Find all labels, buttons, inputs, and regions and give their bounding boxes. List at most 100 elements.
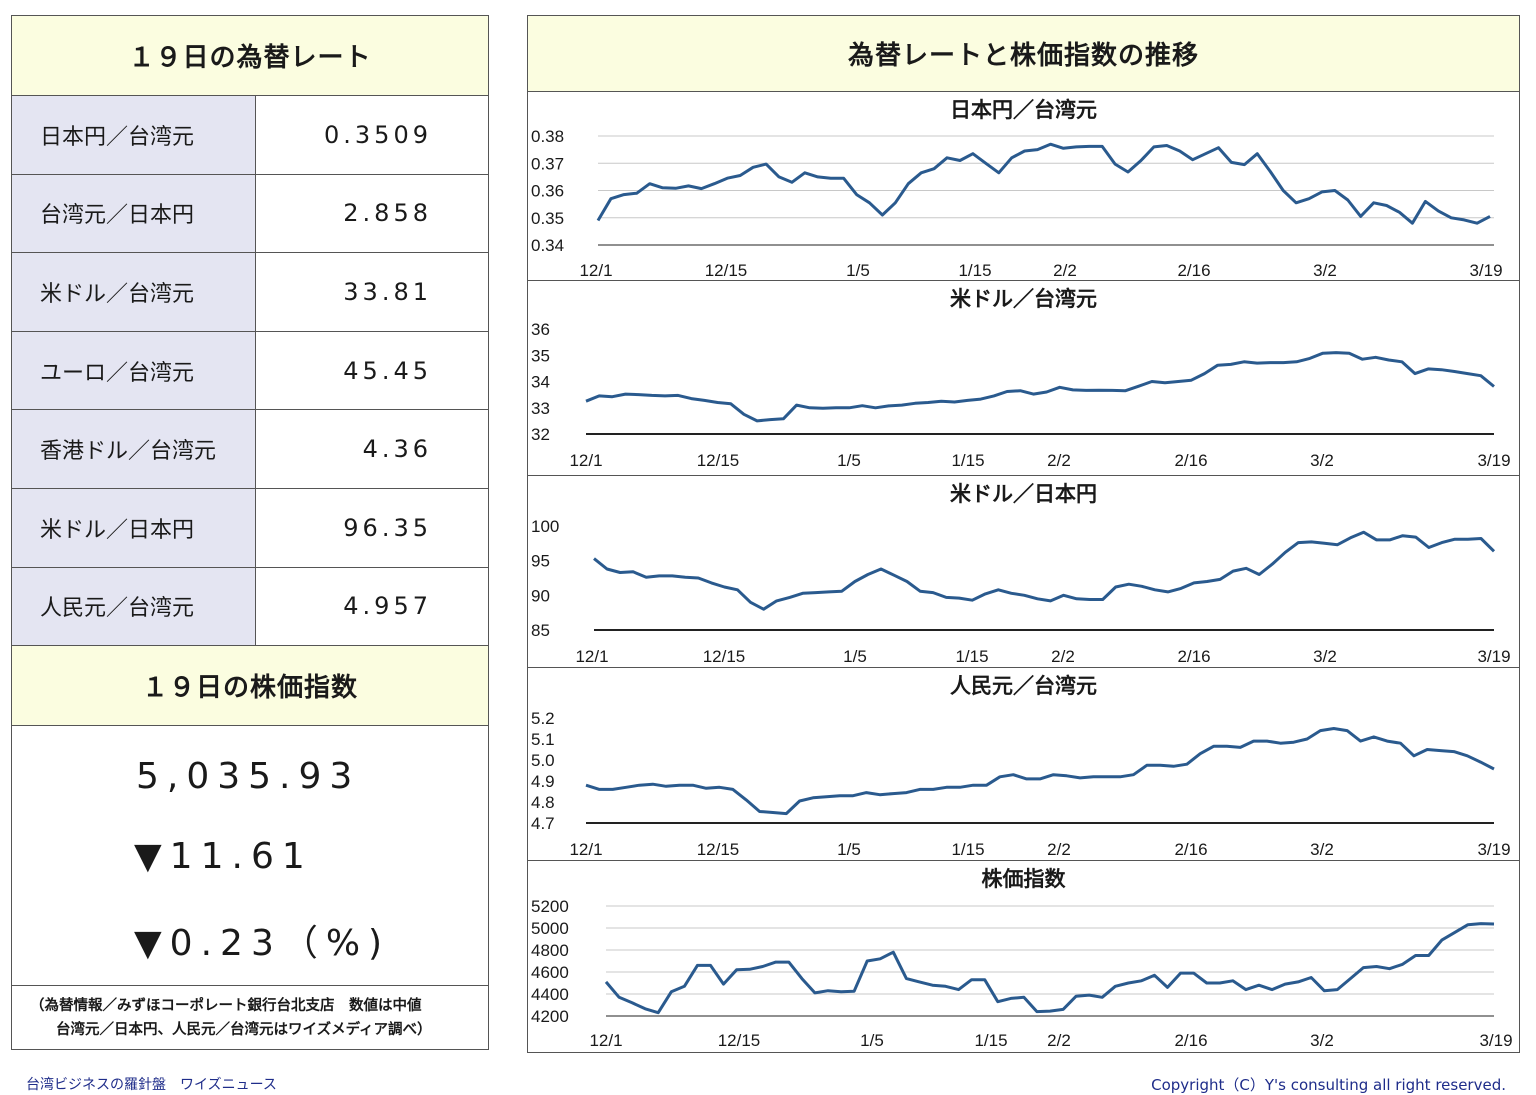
stock-change-percent: ▼0.23（%) bbox=[134, 923, 391, 964]
chart-usd-twd: 米ドル／台湾元 36 35 34 33 32 12/1 12/15 1/5 1/15 2/2 2/1… bbox=[528, 281, 1519, 476]
chart-usd-twd-plot: 36 35 34 33 32 12/1 12/15 1/5 1/15 2/2 2/16 3/2 3/19 bbox=[531, 320, 1511, 470]
left-panel: １９日の為替レート 日本円／台湾元 0.3509 台湾元／日本円 2.858 米… bbox=[11, 15, 489, 1050]
chart-title: 米ドル／台湾元 bbox=[950, 287, 1097, 311]
x-tick-label: 1/5 bbox=[837, 840, 861, 859]
source-note-line2: 台湾元／日本円、人民元／台湾元はワイズメディア調べ） bbox=[56, 1022, 432, 1038]
x-tick-label: 3/2 bbox=[1310, 1031, 1334, 1050]
rate-value: 2.858 bbox=[343, 199, 432, 228]
y-tick-label: 35 bbox=[531, 346, 550, 365]
footer-copyright: Copyright（C）Y's consulting all right res… bbox=[1151, 1076, 1506, 1094]
y-tick-label: 4.7 bbox=[531, 814, 555, 833]
y-tick-label: 5200 bbox=[531, 897, 569, 916]
x-tick-label: 3/19 bbox=[1477, 647, 1510, 666]
x-tick-label: 2/16 bbox=[1174, 451, 1207, 470]
y-tick-label: 90 bbox=[531, 586, 550, 605]
y-tick-label: 0.34 bbox=[531, 236, 564, 255]
y-tick-label: 4200 bbox=[531, 1007, 569, 1026]
rate-label: ユーロ／台湾元 bbox=[12, 331, 256, 410]
x-tick-label: 2/2 bbox=[1051, 647, 1075, 666]
chart-stock-index-plot: 5200 5000 4800 4600 4400 4200 12/1 12/15 1/5 1/15… bbox=[531, 897, 1513, 1050]
x-tick-label: 3/2 bbox=[1310, 840, 1334, 859]
x-tick-label: 2/2 bbox=[1047, 451, 1071, 470]
stock-index-value: 5,035.93 bbox=[136, 756, 361, 797]
x-tick-label: 1/5 bbox=[860, 1031, 884, 1050]
x-tick-label: 3/2 bbox=[1313, 261, 1337, 280]
x-tick-label: 1/5 bbox=[837, 451, 861, 470]
y-tick-label: 95 bbox=[531, 552, 550, 571]
y-tick-label: 4.8 bbox=[531, 793, 555, 812]
y-tick-label: 0.37 bbox=[531, 154, 564, 173]
rate-value: 45.45 bbox=[343, 356, 432, 385]
x-tick-label: 1/15 bbox=[951, 451, 984, 470]
y-tick-label: 36 bbox=[531, 320, 550, 339]
x-tick-label: 12/1 bbox=[589, 1031, 622, 1050]
x-tick-label: 12/15 bbox=[705, 261, 748, 280]
stock-change-value: ▼11.61 bbox=[134, 836, 313, 877]
rate-row-usd-twd: 米ドル／台湾元 33.81 bbox=[12, 253, 488, 332]
x-tick-label: 1/5 bbox=[846, 261, 870, 280]
x-tick-label: 12/15 bbox=[697, 840, 740, 859]
chart-title: 人民元／台湾元 bbox=[950, 674, 1097, 698]
rate-row-hkd-twd: 香港ドル／台湾元 4.36 bbox=[12, 410, 488, 489]
rate-value: 33.81 bbox=[343, 277, 432, 306]
rate-value: 4.957 bbox=[343, 592, 432, 621]
rate-row-jpy-twd: 日本円／台湾元 0.3509 bbox=[12, 96, 488, 175]
y-tick-label: 0.38 bbox=[531, 127, 564, 146]
series-line bbox=[585, 727, 1495, 816]
chart-usd-jpy-plot: 100 95 90 85 12/1 12/15 1/5 1/15 2/2 2/16 3/2 3/19 bbox=[531, 517, 1511, 666]
rate-label: 人民元／台湾元 bbox=[12, 567, 256, 646]
x-tick-label: 2/16 bbox=[1174, 1031, 1207, 1050]
source-note-line1: （為替情報／みずほコーポレート銀行台北支店 数値は中値 bbox=[30, 998, 422, 1014]
chart-jpy-twd: 日本円／台湾元 0.38 0.37 0.36 0.35 0.34 12/1 12/15 1/5… bbox=[528, 92, 1519, 281]
y-tick-label: 5.1 bbox=[531, 730, 555, 749]
chart-cny-twd-plot: 5.2 5.1 5.0 4.9 4.8 4.7 12/1 12/15 1/5 1/15 2/2 2/1… bbox=[531, 709, 1511, 859]
series-line bbox=[604, 922, 1495, 1015]
y-tick-label: 100 bbox=[531, 517, 559, 536]
rate-row-eur-twd: ユーロ／台湾元 45.45 bbox=[12, 331, 488, 411]
x-tick-label: 2/2 bbox=[1047, 1031, 1071, 1050]
y-tick-label: 33 bbox=[531, 399, 550, 418]
rate-label: 日本円／台湾元 bbox=[12, 96, 256, 174]
rate-value: 96.35 bbox=[343, 513, 432, 542]
series-line bbox=[585, 351, 1495, 423]
series-line bbox=[593, 530, 1496, 611]
x-tick-label: 1/15 bbox=[951, 840, 984, 859]
chart-title: 日本円／台湾元 bbox=[950, 98, 1097, 122]
rate-label: 台湾元／日本円 bbox=[12, 174, 256, 253]
x-tick-label: 2/16 bbox=[1177, 647, 1210, 666]
x-tick-label: 2/2 bbox=[1053, 261, 1077, 280]
stock-title: １９日の株価指数 bbox=[12, 646, 488, 726]
x-tick-label: 12/15 bbox=[697, 451, 740, 470]
x-tick-label: 2/2 bbox=[1047, 840, 1071, 859]
x-tick-label: 3/19 bbox=[1477, 840, 1510, 859]
rate-row-cny-twd: 人民元／台湾元 4.957 bbox=[12, 567, 488, 647]
x-tick-label: 3/2 bbox=[1310, 451, 1334, 470]
y-tick-label: 5.2 bbox=[531, 709, 555, 728]
rate-value: 4.36 bbox=[362, 435, 432, 464]
chart-cny-twd: 人民元／台湾元 5.2 5.1 5.0 4.9 4.8 4.7 12/1 12/15 1/5 1/… bbox=[528, 668, 1519, 861]
x-tick-label: 12/1 bbox=[575, 647, 608, 666]
charts-panel: 為替レートと株価指数の推移 日本円／台湾元 0.38 0.37 0.36 0.35 0.… bbox=[527, 15, 1520, 1053]
chart-jpy-twd-plot: 0.38 0.37 0.36 0.35 0.34 12/1 12/15 1/5 1/15 2/2 2… bbox=[531, 127, 1503, 280]
chart-stock-index: 株価指数 5200 5000 4800 4600 4400 4200 12/1 12/15 1/… bbox=[528, 861, 1519, 1052]
chart-usd-jpy: 米ドル／日本円 100 95 90 85 12/1 12/15 1/5 1/15 2/2 2/16… bbox=[528, 476, 1519, 668]
y-tick-label: 85 bbox=[531, 621, 550, 640]
x-tick-label: 1/15 bbox=[974, 1031, 1007, 1050]
stock-box: 5,035.93 ▼11.61 ▼0.23（%) bbox=[12, 726, 488, 986]
x-tick-label: 3/19 bbox=[1479, 1031, 1512, 1050]
y-tick-label: 4400 bbox=[531, 985, 569, 1004]
y-tick-label: 4800 bbox=[531, 941, 569, 960]
x-tick-label: 12/15 bbox=[718, 1031, 761, 1050]
rate-label: 米ドル／日本円 bbox=[12, 489, 256, 567]
rate-label: 米ドル／台湾元 bbox=[12, 253, 256, 331]
rate-row-twd-jpy: 台湾元／日本円 2.858 bbox=[12, 174, 488, 254]
x-tick-label: 12/1 bbox=[569, 451, 602, 470]
y-tick-label: 34 bbox=[531, 373, 550, 392]
x-tick-label: 3/2 bbox=[1313, 647, 1337, 666]
footer-brand: 台湾ビジネスの羅針盤 ワイズニュース bbox=[26, 1077, 277, 1093]
rate-row-usd-jpy: 米ドル／日本円 96.35 bbox=[12, 489, 488, 568]
x-tick-label: 1/15 bbox=[958, 261, 991, 280]
y-tick-label: 5.0 bbox=[531, 751, 555, 770]
y-tick-label: 4600 bbox=[531, 963, 569, 982]
x-tick-label: 12/1 bbox=[569, 840, 602, 859]
